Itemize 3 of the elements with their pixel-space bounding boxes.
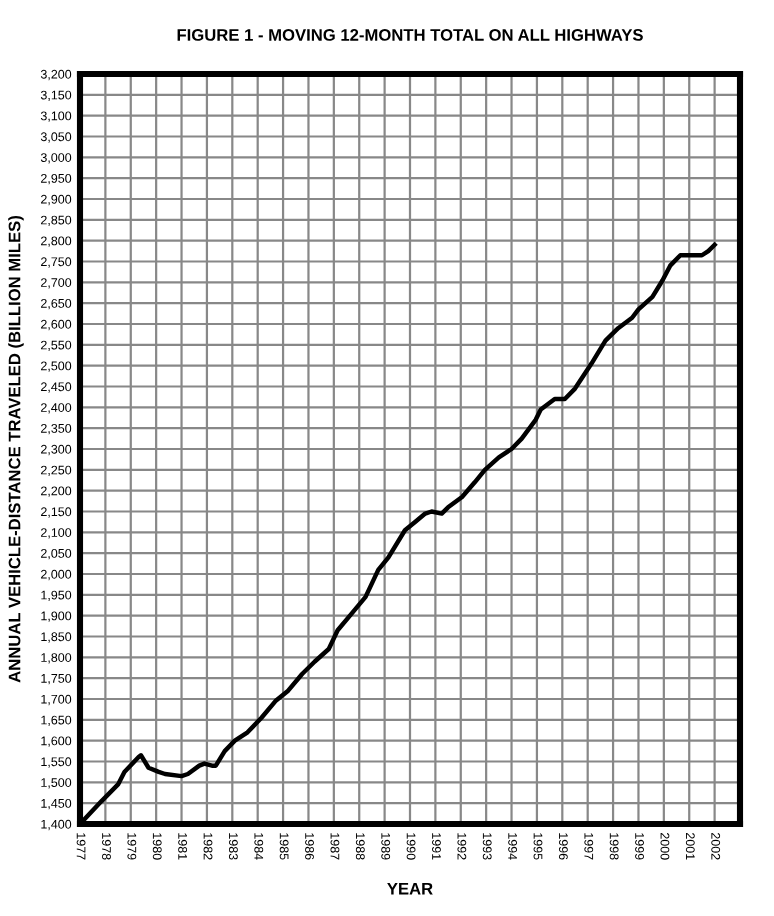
x-axis-title: YEAR xyxy=(387,882,433,895)
y-axis-title: ANNUAL VEHICLE-DISTANCE TRAVELED (BILLION MILES) xyxy=(8,216,24,683)
chart-title: FIGURE 1 - MOVING 12-MONTH TOTAL ON ALL HIGHWAYS xyxy=(177,29,643,41)
